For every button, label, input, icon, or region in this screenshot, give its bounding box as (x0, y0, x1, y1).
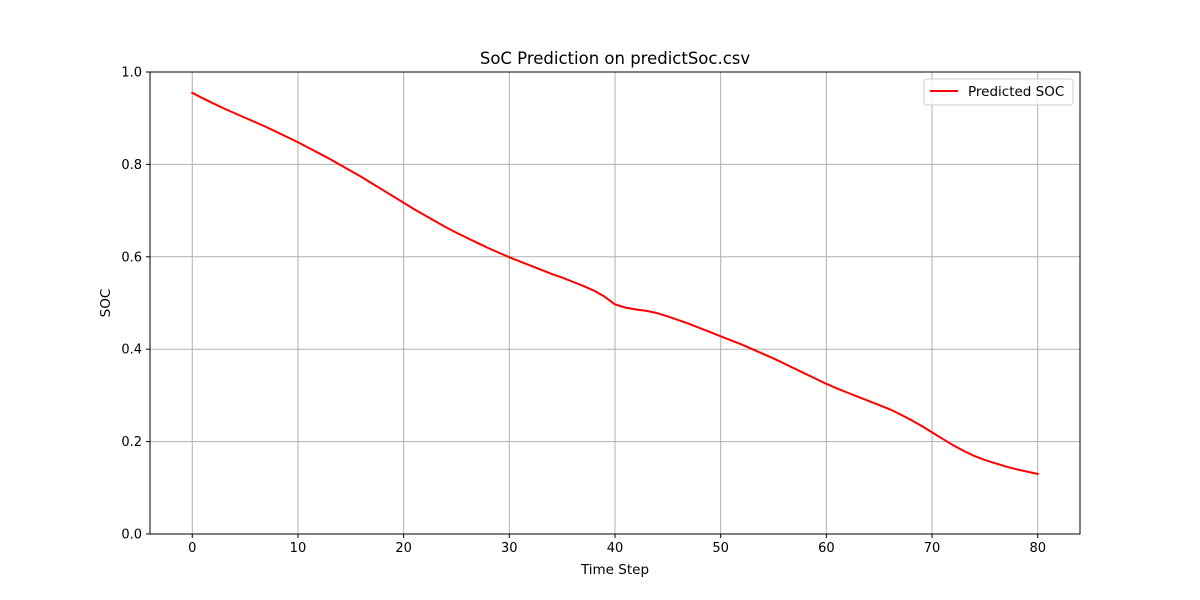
y-tick-label: 0.0 (121, 528, 142, 543)
y-axis-label: SOC (98, 289, 114, 318)
x-tick-label: 70 (924, 541, 941, 556)
y-tick-label: 1.0 (121, 66, 142, 81)
x-tick-label: 20 (395, 541, 412, 556)
y-tick-label: 0.8 (121, 158, 142, 173)
y-tick-label: 0.2 (121, 435, 142, 450)
legend-box (923, 78, 1074, 106)
x-tick-label: 30 (501, 541, 518, 556)
x-tick-label: 60 (818, 541, 835, 556)
x-tick-label: 80 (1029, 541, 1046, 556)
x-tick-label: 40 (607, 541, 624, 556)
x-tick-label: 50 (712, 541, 729, 556)
series-line-predicted-soc (190, 91, 1039, 476)
y-tick-label: 0.4 (121, 343, 142, 358)
legend: Predicted SOC (923, 78, 1074, 106)
axis-ticks: 0 10 20 30 40 50 60 70 80 0.0 0.2 0.4 0.6 0.8 1.0 (121, 66, 1046, 557)
legend-label: Predicted SOC (968, 84, 1064, 100)
plot-frame (149, 71, 1081, 535)
x-tick-label: 10 (290, 541, 307, 556)
chart-title: SoC Prediction on predictSoc.csv (480, 49, 751, 68)
series-group (190, 91, 1039, 476)
x-tick-label: 0 (188, 541, 196, 556)
y-tick-label: 0.6 (121, 250, 142, 265)
x-axis-label: Time Step (580, 562, 649, 578)
